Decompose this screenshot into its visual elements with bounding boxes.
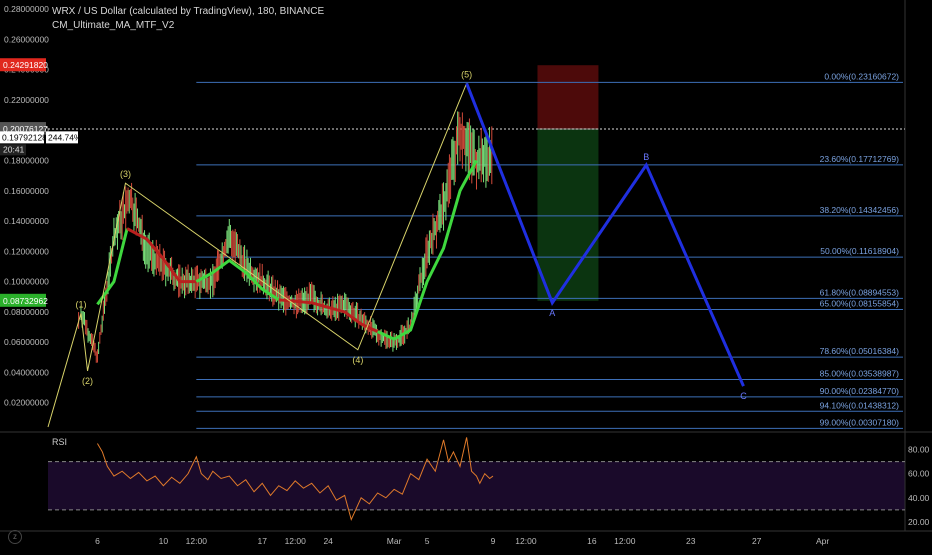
- price-tick-label: 0.18000000: [4, 155, 49, 165]
- wave-label: (5): [461, 69, 472, 79]
- time-tick-label: 23: [686, 536, 696, 546]
- price-badge-label: 0.24291820: [3, 60, 48, 70]
- price-badge: [0, 58, 46, 72]
- rsi-tick-label: 20.00: [908, 517, 930, 527]
- rsi-band: [48, 461, 905, 510]
- fib-level-label: 0.00%(0.23160672): [824, 71, 899, 81]
- abc-projection-line: [465, 82, 745, 387]
- crosshair-price-box: [0, 131, 44, 144]
- time-tick-label: 9: [491, 536, 496, 546]
- rsi-tick-label: 80.00: [908, 444, 930, 454]
- wave-label: (1): [75, 299, 86, 309]
- wave-label: (4): [352, 355, 363, 365]
- fib-level-label: 85.00%(0.03538987): [820, 368, 900, 378]
- rsi-line: [97, 437, 494, 522]
- time-tick-label: 16: [587, 536, 597, 546]
- price-tick-label: 0.04000000: [4, 367, 49, 377]
- wave-label: (3): [120, 169, 131, 179]
- fib-level-label: 94.10%(0.01438312): [820, 400, 900, 410]
- time-tick-label: Mar: [387, 536, 402, 546]
- price-tick-label: 0.08000000: [4, 307, 49, 317]
- moving-average-line: [195, 258, 280, 302]
- moving-average-line: [376, 159, 478, 341]
- fib-level-label: 61.80%(0.08894553): [820, 287, 900, 297]
- fib-level-label: 99.00%(0.00307180): [820, 417, 900, 427]
- wave-label: (2): [82, 376, 93, 386]
- moving-average-line: [126, 227, 197, 284]
- take-profit-zone: [537, 129, 599, 301]
- fib-level-label: 78.60%(0.05016384): [820, 346, 900, 356]
- fib-level-label: 90.00%(0.02384770): [820, 386, 900, 396]
- crosshair-pct: 244.74%: [48, 132, 82, 142]
- crosshair-price: 0.19792128: [2, 132, 47, 142]
- moving-average-line: [278, 298, 379, 333]
- fib-level-label: 38.20%(0.14342456): [820, 205, 900, 215]
- time-tick-label: 12:00: [614, 536, 636, 546]
- time-tick-label: 12:00: [515, 536, 537, 546]
- time-tick-label: 12:00: [186, 536, 208, 546]
- price-tick-label: 0.16000000: [4, 186, 49, 196]
- price-tick-label: 0.06000000: [4, 337, 49, 347]
- price-tick-label: 0.12000000: [4, 246, 49, 256]
- fib-level-label: 50.00%(0.11618904): [820, 246, 899, 256]
- crosshair-pct-box: [46, 131, 78, 144]
- price-tick-label: 0.26000000: [4, 34, 49, 44]
- settings-icon[interactable]: z: [8, 530, 22, 544]
- fib-level-label: 65.00%(0.08155854): [820, 299, 900, 309]
- time-tick-label: 5: [425, 536, 430, 546]
- projection-label: C: [740, 391, 747, 401]
- chart-title: WRX / US Dollar (calculated by TradingVi…: [52, 6, 325, 17]
- price-tick-label: 0.22000000: [4, 95, 49, 105]
- crosshair-time-box: [0, 144, 26, 156]
- price-tick-label: 0.02000000: [4, 398, 49, 408]
- price-tick-label: 0.14000000: [4, 216, 49, 226]
- time-tick-label: 17: [258, 536, 268, 546]
- price-tick-label: 0.28000000: [4, 4, 49, 14]
- time-tick-label: 10: [159, 536, 169, 546]
- projection-label: B: [643, 152, 649, 162]
- elliott-wave-line: [47, 83, 468, 428]
- price-tick-label: 0.10000000: [4, 277, 49, 287]
- time-tick-label: 24: [323, 536, 333, 546]
- rsi-tick-label: 60.00: [908, 469, 930, 479]
- price-badge-label: 0.20076127: [3, 124, 48, 134]
- time-tick-label: 12:00: [285, 536, 307, 546]
- time-tick-label: 27: [752, 536, 762, 546]
- crosshair-time: 20:41: [3, 144, 25, 154]
- price-badge: [0, 293, 46, 307]
- rsi-tick-label: 40.00: [908, 493, 930, 503]
- rsi-label: RSI: [52, 437, 67, 447]
- projection-label: A: [549, 308, 555, 318]
- time-tick-label: 6: [95, 536, 100, 546]
- fib-level-label: 23.60%(0.17712769): [820, 154, 900, 164]
- price-badge-label: 0.08732962: [3, 296, 48, 306]
- time-tick-label: Apr: [816, 536, 829, 546]
- stop-loss-zone: [537, 65, 599, 130]
- indicator-name: CM_Ultimate_MA_MTF_V2: [52, 20, 175, 31]
